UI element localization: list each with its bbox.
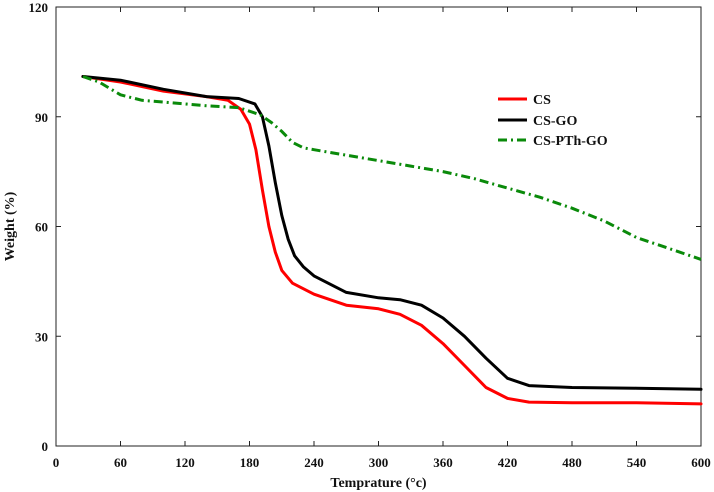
legend-label-cs-pth-go: CS-PTh-GO: [533, 134, 608, 149]
series-lines: [81, 75, 703, 406]
legend-label-cs-go: CS-GO: [533, 114, 577, 129]
y-tick-label: 0: [42, 439, 49, 454]
x-tick-labels: 0 60 120 180 240 300 360 420 480 540 600: [53, 455, 711, 470]
axis-ticks: [55, 6, 702, 447]
x-tick-label: 300: [369, 455, 389, 470]
x-tick-label: 540: [627, 455, 647, 470]
y-tick-label: 90: [35, 110, 48, 125]
x-tick-label: 420: [498, 455, 518, 470]
legend: CS CS-GO CS-PTh-GO: [498, 93, 608, 149]
y-axis-label: Weight (%): [3, 191, 18, 261]
series-line-cs: [81, 75, 703, 406]
x-tick-label: 60: [114, 455, 127, 470]
y-tick-label: 120: [29, 0, 49, 15]
x-tick-label: 180: [240, 455, 260, 470]
x-tick-label: 120: [175, 455, 195, 470]
x-tick-label: 480: [562, 455, 582, 470]
series-line-cs-pth-go: [82, 75, 702, 261]
y-tick-label: 30: [35, 329, 48, 344]
x-axis-label: Temprature (°c): [330, 476, 427, 491]
y-tick-labels: 0 30 60 90 120: [29, 0, 49, 454]
legend-label-cs: CS: [533, 93, 551, 108]
x-tick-label: 0: [53, 455, 60, 470]
series-line-cs-go: [81, 75, 703, 391]
plot-area-frame: [55, 6, 702, 447]
y-tick-label: 60: [35, 220, 48, 235]
x-tick-label: 240: [304, 455, 324, 470]
x-tick-label: 600: [691, 455, 711, 470]
x-tick-label: 360: [433, 455, 453, 470]
